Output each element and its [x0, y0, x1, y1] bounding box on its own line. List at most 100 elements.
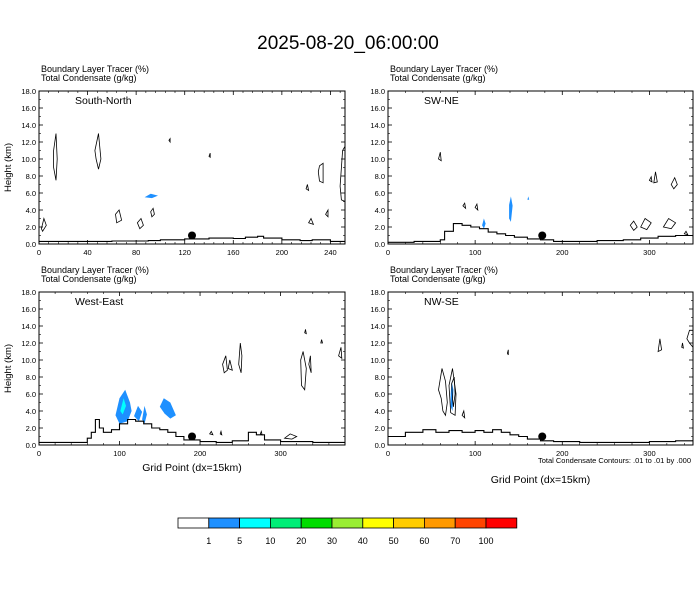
colorbar-label: 100 [478, 536, 493, 546]
x-axis-label: Grid Point (dx=15km) [491, 474, 591, 486]
x-tick-label: 0 [37, 248, 41, 257]
condensate-contour [320, 339, 324, 344]
condensate-contour [308, 217, 315, 226]
panel-label: NW-SE [424, 296, 459, 308]
y-tick-label: 12.0 [370, 339, 385, 348]
y-tick-label: 10.0 [21, 356, 36, 365]
condensate-contour [451, 376, 456, 407]
colorbar-cell [208, 517, 241, 529]
colorbar-cell [300, 517, 333, 529]
panel-label: South-North [75, 95, 132, 107]
terrain-line [388, 223, 693, 243]
condensate-contour [115, 209, 123, 224]
condensate-contour [461, 409, 466, 419]
panel-4: Boundary Layer Tracer (%)Total Condensat… [370, 265, 694, 486]
y-tick-label: 14.0 [21, 322, 36, 331]
condensate-contour [317, 162, 324, 184]
x-tick-label: 200 [556, 248, 569, 257]
condensate-contour [308, 355, 312, 373]
x-tick-label: 120 [178, 248, 191, 257]
colorbar-cell [393, 517, 425, 529]
colorbar-label: 20 [296, 536, 306, 546]
colorbar-label: 60 [419, 536, 429, 546]
y-tick-label: 4.0 [375, 407, 385, 416]
colorbar-cell [239, 517, 271, 529]
panel-label: West-East [75, 296, 123, 308]
colorbar-label: 70 [450, 536, 460, 546]
colorbar-label: 5 [237, 536, 242, 546]
x-tick-label: 200 [556, 449, 569, 458]
y-axis-label: Height (km) [3, 344, 14, 393]
x-tick-label: 100 [113, 449, 126, 458]
colorbar-cell [423, 517, 456, 529]
colorbar-label: 1 [206, 536, 211, 546]
panel-1: Boundary Layer Tracer (%)Total Condensat… [3, 64, 346, 257]
condensate-contour [40, 217, 47, 233]
condensate-contour [438, 368, 448, 417]
plot-frame [387, 90, 694, 245]
terrain-line [39, 418, 345, 443]
tracer-fill [509, 196, 513, 222]
panel-header-line2: Total Condensate (g/kg) [390, 274, 486, 284]
y-tick-label: 10.0 [21, 155, 36, 164]
y-tick-label: 12.0 [21, 339, 36, 348]
condensate-contour [462, 202, 467, 210]
colorbar-cell [362, 517, 394, 529]
panel-header-line2: Total Condensate (g/kg) [41, 73, 137, 83]
plot-area [388, 152, 693, 243]
y-tick-label: 2.0 [26, 424, 36, 433]
figure-title: 2025-08-20_06:00:00 [257, 33, 439, 54]
panel-2: Boundary Layer Tracer (%)Total Condensat… [370, 64, 694, 257]
y-tick-label: 4.0 [26, 407, 36, 416]
y-tick-label: 10.0 [370, 155, 385, 164]
y-tick-label: 8.0 [26, 373, 36, 382]
y-tick-label: 2.0 [375, 223, 385, 232]
terrain-line [388, 429, 693, 443]
y-tick-label: 0.0 [375, 240, 385, 249]
plot-frame [387, 291, 694, 446]
y-tick-label: 4.0 [26, 206, 36, 215]
panel-header-line2: Total Condensate (g/kg) [41, 274, 137, 284]
x-tick-label: 40 [83, 248, 91, 257]
x-tick-label: 300 [274, 449, 287, 458]
tracer-fill [142, 405, 147, 424]
y-tick-label: 0.0 [375, 441, 385, 450]
y-tick-label: 16.0 [21, 305, 36, 314]
y-tick-label: 8.0 [375, 172, 385, 181]
y-tick-label: 14.0 [370, 121, 385, 130]
x-axis-label: Grid Point (dx=15km) [142, 462, 242, 474]
colorbar-cell [454, 517, 487, 529]
y-tick-label: 16.0 [370, 104, 385, 113]
panel-header-line2: Total Condensate (g/kg) [390, 73, 486, 83]
panel-header-line1: Boundary Layer Tracer (%) [41, 64, 149, 74]
condensate-contour [222, 355, 228, 374]
x-tick-label: 200 [276, 248, 289, 257]
plot-frame [38, 90, 346, 245]
tracer-fill [159, 398, 176, 419]
y-tick-label: 8.0 [26, 172, 36, 181]
y-tick-label: 4.0 [375, 206, 385, 215]
condensate-contour [339, 145, 345, 202]
condensate-contour [681, 342, 684, 349]
plot-area [39, 329, 345, 443]
condensate-contour [227, 359, 233, 371]
plot-area [39, 133, 345, 242]
condensate-contour [506, 349, 509, 356]
x-tick-label: 100 [469, 449, 482, 458]
condensate-contour [629, 220, 638, 232]
y-tick-label: 16.0 [370, 305, 385, 314]
y-tick-label: 18.0 [21, 87, 36, 96]
condensate-contour [657, 338, 663, 353]
condensate-contour [683, 230, 689, 236]
colorbar-cell [331, 517, 364, 529]
condensate-contour [338, 347, 343, 360]
condensate-contour [283, 433, 298, 440]
y-tick-label: 8.0 [375, 373, 385, 382]
location-marker [188, 231, 196, 240]
condensate-contour [136, 217, 144, 230]
tracer-fill [482, 218, 486, 229]
y-tick-label: 12.0 [370, 138, 385, 147]
location-marker [538, 432, 547, 441]
y-tick-label: 14.0 [370, 322, 385, 331]
location-marker [538, 231, 547, 240]
